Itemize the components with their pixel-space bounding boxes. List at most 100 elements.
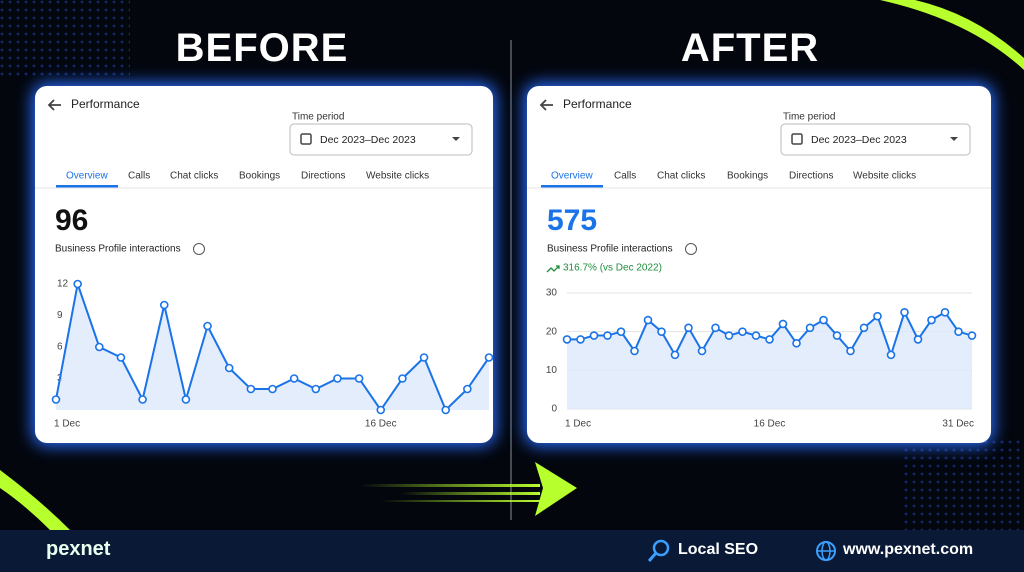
data-point — [51, 395, 61, 404]
performance-card: Performance Time period Dec 2023–Dec 2023 O… — [527, 86, 991, 443]
data-point — [873, 311, 882, 321]
data-point — [792, 338, 801, 348]
data-point — [670, 350, 680, 360]
total-label: Business Profile interactions — [55, 244, 181, 255]
y-tick-label: 12 — [57, 279, 69, 290]
trend-icon — [546, 265, 560, 273]
tab[interactable]: Overview — [551, 171, 593, 182]
data-point — [765, 335, 774, 344]
time-period-label: Time period — [783, 112, 835, 123]
data-point — [95, 342, 104, 352]
data-point — [419, 353, 429, 362]
data-point — [954, 327, 963, 336]
before-heading: BEFORE — [175, 26, 349, 70]
website: www.pexnet.com — [843, 541, 974, 558]
y-tick-label: 6 — [57, 342, 63, 353]
x-tick-label: 16 Dec — [754, 419, 786, 430]
back-arrow[interactable] — [539, 99, 553, 111]
tab[interactable]: Chat clicks — [657, 171, 705, 182]
data-point — [484, 353, 494, 362]
data-point — [268, 384, 277, 394]
data-point — [203, 321, 212, 331]
data-point — [846, 346, 855, 356]
data-point — [630, 346, 639, 356]
back-arrow[interactable] — [47, 99, 61, 111]
time-period-dropdown[interactable] — [780, 123, 971, 156]
card-canvas: Performance Time period Dec 2023–Dec 2023 O… — [35, 97, 494, 430]
data-point — [246, 384, 256, 394]
data-point — [463, 384, 472, 394]
tab[interactable]: Calls — [614, 171, 636, 182]
data-point — [643, 315, 653, 325]
data-point — [354, 374, 364, 383]
data-point — [913, 335, 923, 344]
tab[interactable]: Chat clicks — [170, 171, 218, 182]
area-fill — [567, 312, 972, 409]
area-fill — [56, 284, 489, 410]
tab[interactable]: Bookings — [239, 171, 280, 182]
x-tick-label: 31 Dec — [942, 419, 974, 430]
data-point — [603, 331, 612, 340]
data-point — [657, 327, 666, 336]
data-point — [927, 315, 936, 325]
data-point — [441, 405, 451, 415]
data-point — [859, 323, 869, 333]
total-label: Business Profile interactions — [547, 244, 673, 255]
time-period-dropdown[interactable] — [289, 123, 473, 156]
data-point — [724, 331, 734, 340]
data-point — [886, 350, 896, 360]
card-canvas: Performance Time period Dec 2023–Dec 2023 O… — [527, 97, 991, 430]
data-point — [738, 327, 747, 336]
tab[interactable]: Overview — [66, 171, 108, 182]
tab[interactable]: Bookings — [727, 171, 768, 182]
time-period-value: Dec 2023–Dec 2023 — [320, 134, 416, 146]
data-point — [819, 315, 828, 325]
data-point — [900, 308, 909, 317]
card-title: Performance — [71, 97, 140, 111]
data-point — [224, 363, 234, 373]
tab[interactable]: Directions — [789, 171, 833, 182]
data-point — [832, 331, 842, 340]
y-tick-label: 0 — [551, 404, 557, 415]
data-point — [73, 279, 82, 289]
time-period-label: Time period — [292, 112, 344, 123]
data-point — [562, 335, 572, 344]
search-icon — [647, 539, 670, 562]
x-tick-label: 1 Dec — [565, 419, 591, 430]
data-point — [311, 384, 321, 394]
y-tick-label: 9 — [57, 310, 63, 321]
data-point — [138, 395, 147, 404]
data-point — [289, 374, 299, 383]
info-icon[interactable] — [193, 243, 205, 255]
globe-icon — [816, 541, 836, 561]
y-tick-label: 30 — [546, 288, 558, 299]
data-point — [576, 335, 585, 344]
total-value: 575 — [547, 204, 597, 237]
data-point — [940, 308, 950, 317]
data-point — [711, 323, 720, 333]
calendar-icon — [791, 133, 803, 145]
calendar-icon — [300, 133, 312, 145]
total-value: 96 — [55, 204, 88, 237]
data-point — [751, 331, 761, 340]
logo: pexnet — [46, 538, 111, 560]
data-point — [589, 331, 599, 340]
tab[interactable]: Directions — [301, 171, 345, 182]
data-point — [805, 323, 815, 333]
data-point — [376, 405, 386, 415]
tab-underline — [56, 185, 118, 188]
data-point — [778, 319, 788, 329]
tab[interactable]: Calls — [128, 171, 150, 182]
x-tick-label: 16 Dec — [365, 419, 397, 430]
info-icon[interactable] — [685, 243, 697, 255]
data-point — [116, 353, 126, 362]
y-tick-label: 10 — [546, 365, 558, 376]
data-point — [398, 374, 407, 383]
dropdown-caret — [452, 137, 460, 141]
tab[interactable]: Website clicks — [853, 171, 916, 182]
data-point — [684, 323, 693, 333]
tab[interactable]: Website clicks — [366, 171, 429, 182]
footer: pexnet Local SEO www.pexnet.com — [0, 530, 1024, 572]
